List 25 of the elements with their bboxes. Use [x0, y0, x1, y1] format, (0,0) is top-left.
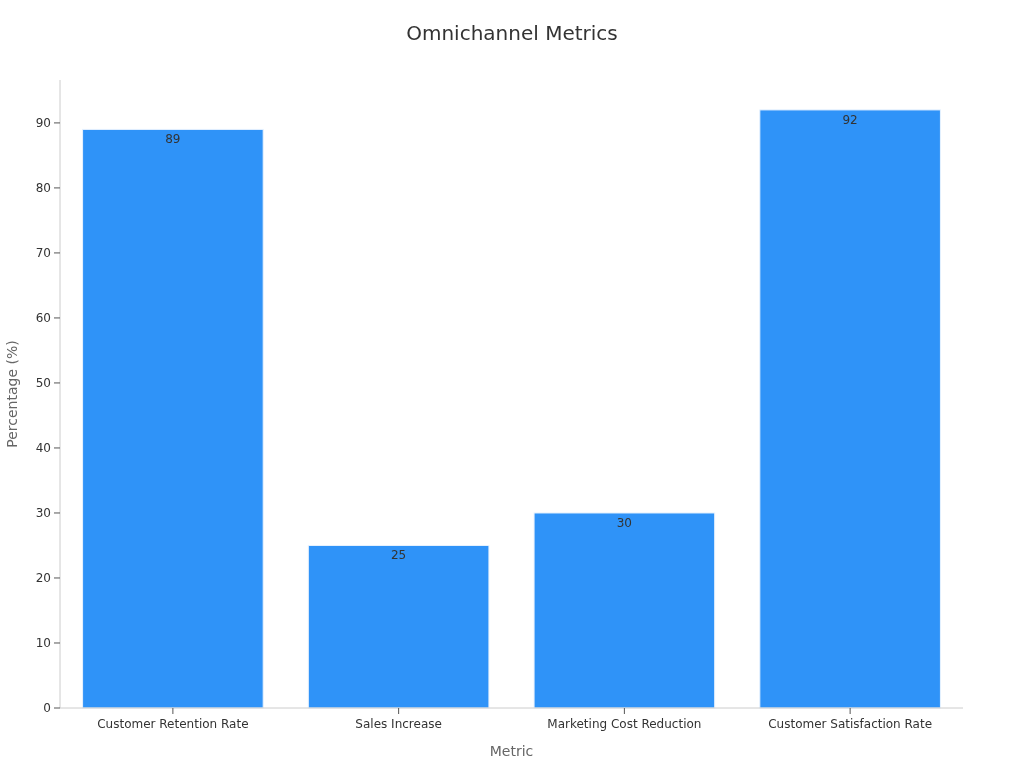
x-axis-title: Metric — [489, 743, 534, 759]
bar — [82, 128, 264, 709]
data-label: 25 — [390, 548, 407, 563]
data-label: 92 — [842, 112, 858, 127]
y-tick-label: 40 — [35, 441, 51, 456]
y-tick-label: 10 — [35, 636, 51, 651]
data-label: 30 — [616, 515, 633, 530]
y-tick-label: 60 — [35, 311, 51, 326]
x-tick-label: Sales Increase — [355, 717, 442, 731]
bar — [759, 109, 941, 709]
y-tick-label: 80 — [35, 181, 51, 196]
y-tick-label: 50 — [35, 376, 51, 391]
chart-title: Omnichannel Metrics — [406, 21, 618, 45]
data-label: 89 — [165, 132, 181, 147]
bar — [307, 544, 490, 709]
x-tick-label: Customer Satisfaction Rate — [768, 717, 933, 731]
bar — [533, 512, 716, 709]
x-tick-label: Marketing Cost Reduction — [547, 717, 702, 731]
x-tick-label: Customer Retention Rate — [97, 717, 249, 731]
y-tick-label: 0 — [43, 701, 51, 716]
y-tick-label: 30 — [35, 506, 51, 521]
y-tick-label: 20 — [35, 571, 51, 586]
y-axis-title: Percentage (%) — [4, 340, 20, 448]
y-tick-label: 70 — [35, 246, 51, 261]
y-tick-label: 90 — [35, 116, 51, 131]
